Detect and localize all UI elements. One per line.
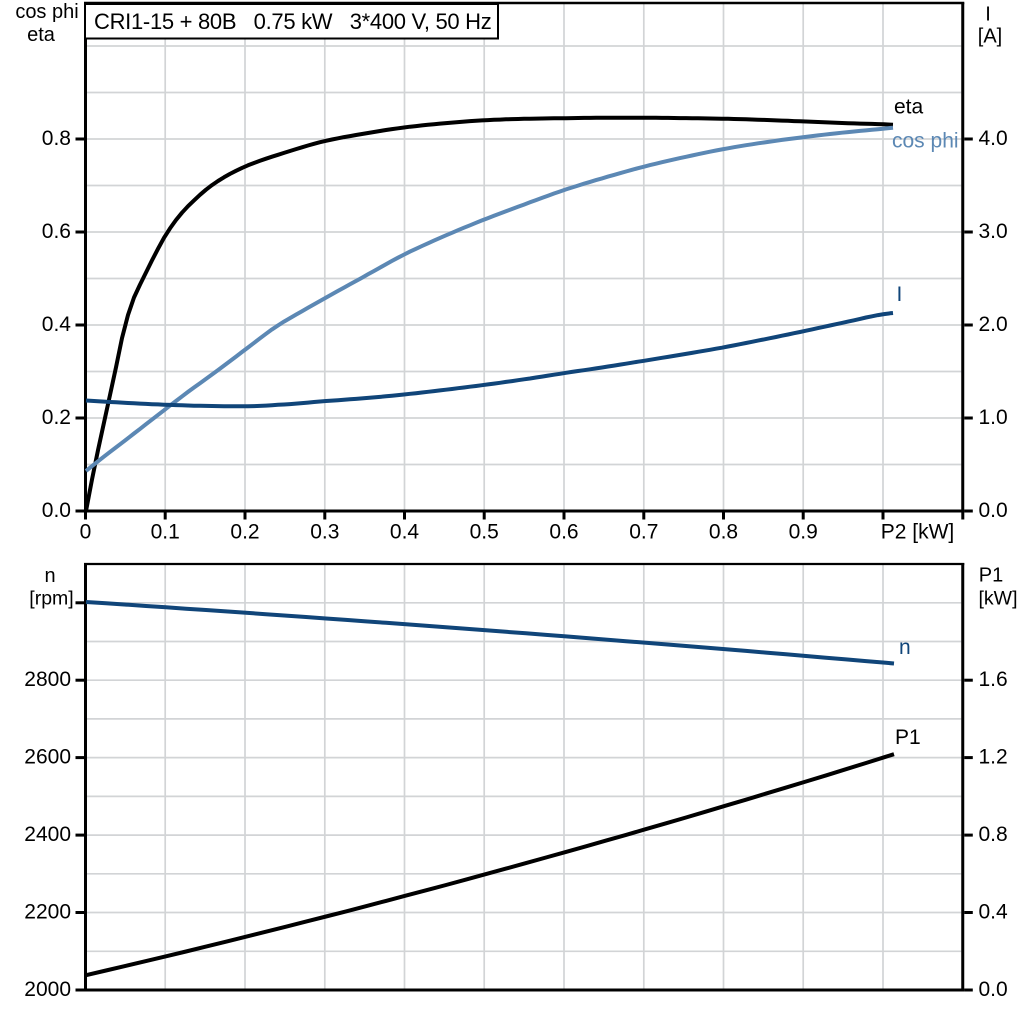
svg-text:0.9: 0.9 <box>789 521 818 544</box>
svg-text:0.4: 0.4 <box>42 313 72 336</box>
svg-text:[A]: [A] <box>978 26 1002 48</box>
svg-text:0.0: 0.0 <box>979 978 1008 1001</box>
svg-text:eta: eta <box>27 24 56 46</box>
svg-text:1.0: 1.0 <box>979 406 1008 429</box>
svg-text:2800: 2800 <box>24 668 71 691</box>
svg-text:2000: 2000 <box>24 978 71 1001</box>
svg-text:0.7: 0.7 <box>629 521 658 544</box>
svg-text:0.8: 0.8 <box>709 521 738 544</box>
svg-text:P1: P1 <box>895 726 921 749</box>
svg-text:0.1: 0.1 <box>151 521 180 544</box>
svg-text:0.8: 0.8 <box>979 823 1008 846</box>
svg-text:2200: 2200 <box>24 900 71 923</box>
svg-text:0.2: 0.2 <box>230 521 259 544</box>
svg-text:3.0: 3.0 <box>979 220 1008 243</box>
svg-text:P2 [kW]: P2 [kW] <box>881 521 955 544</box>
svg-text:eta: eta <box>894 96 924 119</box>
svg-text:P1: P1 <box>979 565 1003 587</box>
svg-text:0.5: 0.5 <box>470 521 499 544</box>
svg-text:0.3: 0.3 <box>310 521 339 544</box>
svg-text:[rpm]: [rpm] <box>29 588 73 610</box>
svg-text:0.2: 0.2 <box>42 406 71 429</box>
svg-text:0.6: 0.6 <box>42 220 71 243</box>
svg-text:2.0: 2.0 <box>979 313 1008 336</box>
svg-text:0.0: 0.0 <box>979 499 1008 522</box>
svg-text:n: n <box>44 565 55 587</box>
svg-text:n: n <box>899 636 911 659</box>
svg-text:I: I <box>897 283 903 306</box>
svg-text:1.6: 1.6 <box>979 668 1008 691</box>
svg-text:1.2: 1.2 <box>979 745 1008 768</box>
svg-text:0.4: 0.4 <box>390 521 420 544</box>
svg-text:2600: 2600 <box>24 745 71 768</box>
svg-text:0.8: 0.8 <box>42 127 71 150</box>
svg-text:4.0: 4.0 <box>979 127 1008 150</box>
svg-text:0: 0 <box>80 521 92 544</box>
svg-text:0.6: 0.6 <box>549 521 578 544</box>
svg-text:[kW]: [kW] <box>979 588 1018 610</box>
svg-text:I: I <box>985 4 991 26</box>
svg-text:2400: 2400 <box>24 823 71 846</box>
svg-text:0.0: 0.0 <box>42 499 71 522</box>
svg-text:cos phi: cos phi <box>15 1 78 23</box>
svg-text:CRI1-15 + 80B 0.75 kW 3*40: CRI1-15 + 80B 0.75 kW 3*400 V, 50 Hz <box>94 9 491 34</box>
svg-text:cos phi: cos phi <box>892 130 959 153</box>
svg-text:0.4: 0.4 <box>979 900 1009 923</box>
